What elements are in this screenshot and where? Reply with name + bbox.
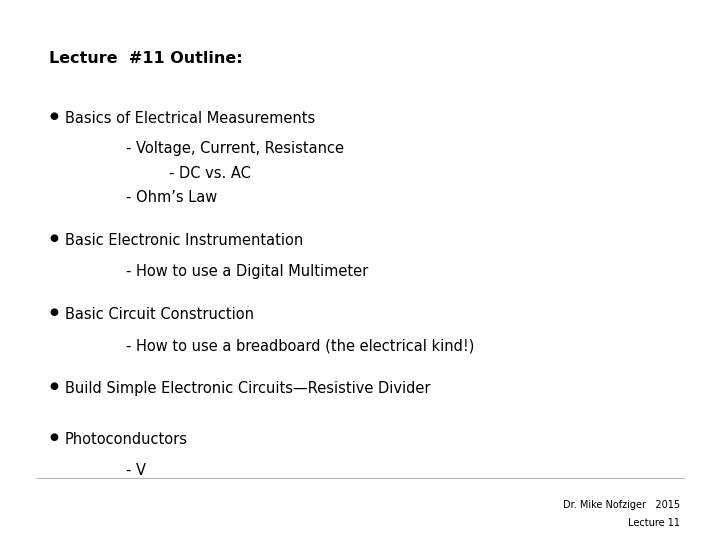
Text: - V: - V bbox=[126, 463, 146, 478]
Text: - How to use a Digital Multimeter: - How to use a Digital Multimeter bbox=[126, 264, 368, 279]
Text: ●: ● bbox=[49, 432, 58, 442]
Text: Build Simple Electronic Circuits—Resistive Divider: Build Simple Electronic Circuits—Resisti… bbox=[65, 381, 431, 396]
Text: Lecture 11: Lecture 11 bbox=[629, 518, 680, 529]
Text: ●: ● bbox=[49, 381, 58, 391]
Text: Dr. Mike Nofziger   2015: Dr. Mike Nofziger 2015 bbox=[563, 500, 680, 510]
Text: Basic Electronic Instrumentation: Basic Electronic Instrumentation bbox=[65, 233, 303, 248]
Text: ●: ● bbox=[49, 307, 58, 318]
Text: Basics of Electrical Measurements: Basics of Electrical Measurements bbox=[65, 111, 315, 126]
Text: ●: ● bbox=[49, 233, 58, 244]
Text: - Ohm’s Law: - Ohm’s Law bbox=[126, 190, 217, 205]
Text: - DC vs. AC: - DC vs. AC bbox=[169, 166, 251, 181]
Text: Photoconductors: Photoconductors bbox=[65, 432, 188, 447]
Text: Lecture  #11 Outline:: Lecture #11 Outline: bbox=[49, 51, 243, 66]
Text: ●: ● bbox=[49, 111, 58, 121]
Text: Basic Circuit Construction: Basic Circuit Construction bbox=[65, 307, 254, 322]
Text: - How to use a breadboard (the electrical kind!): - How to use a breadboard (the electrica… bbox=[126, 338, 474, 353]
Text: - Voltage, Current, Resistance: - Voltage, Current, Resistance bbox=[126, 141, 344, 157]
